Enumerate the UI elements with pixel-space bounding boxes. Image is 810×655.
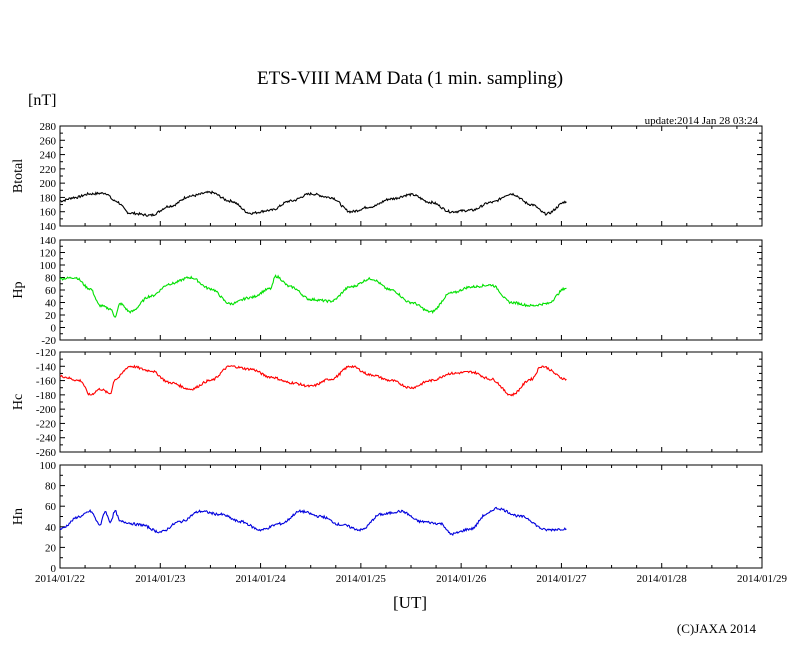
copyright-notice: (C)JAXA 2014 [677,621,757,636]
series-line-hp [59,274,567,318]
x-tick-label: 2014/01/28 [637,573,688,585]
y-tick-label: -140 [36,361,57,373]
panel-btotal: 140 160 180 200 220 240 260 280 Btotal [11,121,763,233]
update-timestamp: update:2014 Jan 28 03:24 [645,115,759,127]
y-tick-label: 140 [40,235,57,247]
y-tick-label: 220 [40,164,57,176]
series-line-hn [59,506,567,536]
y-axis-label: Hc [11,394,26,410]
y-tick-label: 20 [45,310,57,322]
y-axis-label: Btotal [11,159,26,193]
x-tick-label: 2014/01/29 [737,573,788,585]
series-line-hc [59,364,567,397]
panel-frame [59,239,763,341]
y-tick-label: 40 [45,522,57,534]
y-tick-label: 280 [40,121,57,133]
x-axis: 2014/01/22 2014/01/23 2014/01/24 2014/01/25… [35,573,788,585]
y-tick-label: 40 [45,298,57,310]
y-tick-label: 60 [45,501,57,513]
y-tick-label: -180 [36,390,57,402]
y-tick-label: 200 [40,178,57,190]
y-tick-label: 100 [40,260,57,272]
x-tick-label: 2014/01/24 [236,573,287,585]
y-tick-label: 160 [40,207,57,219]
x-tick-label: 2014/01/25 [336,573,387,585]
panel-hn: 0 20 40 60 80 100 Hn [11,460,763,575]
panel-frame [59,125,763,227]
y-tick-label: 240 [40,150,57,162]
y-tick-label: -200 [36,404,57,416]
y-axis-label: Hn [11,508,26,525]
y-tick-label: 140 [40,221,57,233]
y-tick-label: -260 [36,447,57,459]
y-tick-label: 180 [40,192,57,204]
panel-frame [59,351,763,453]
chart-title: ETS-VIII MAM Data (1 min. sampling) [257,68,563,89]
y-tick-label: 20 [45,542,57,554]
y-tick-label: -160 [36,376,57,388]
x-tick-label: 2014/01/27 [536,573,587,585]
y-tick-label: -120 [36,347,57,359]
y-tick-label: -20 [41,335,56,347]
panel-hc: -260 -240 -220 -200 -180 -160 -140 -120 Hc [11,347,763,459]
plot-panels: 140160180200220240260280Btotal-200204060… [11,121,763,575]
y-tick-label: -220 [36,418,57,430]
y-tick-label: 0 [51,563,57,575]
y-tick-label: 100 [40,460,57,472]
y-tick-label: 120 [40,248,57,260]
x-tick-label: 2014/01/23 [135,573,186,585]
y-tick-label: 0 [51,323,57,335]
y-tick-label: 80 [45,273,57,285]
y-tick-label: 60 [45,285,57,297]
x-tick-label: 2014/01/26 [436,573,487,585]
y-axis-label: Hp [11,281,26,298]
x-tick-label: 2014/01/22 [35,573,85,585]
y-tick-label: 80 [45,481,57,493]
unit-label: [nT] [28,92,56,109]
x-axis-label: [UT] [393,593,427,612]
y-tick-label: 260 [40,135,57,147]
series-line-btotal [59,190,567,217]
y-tick-label: -240 [36,433,57,445]
